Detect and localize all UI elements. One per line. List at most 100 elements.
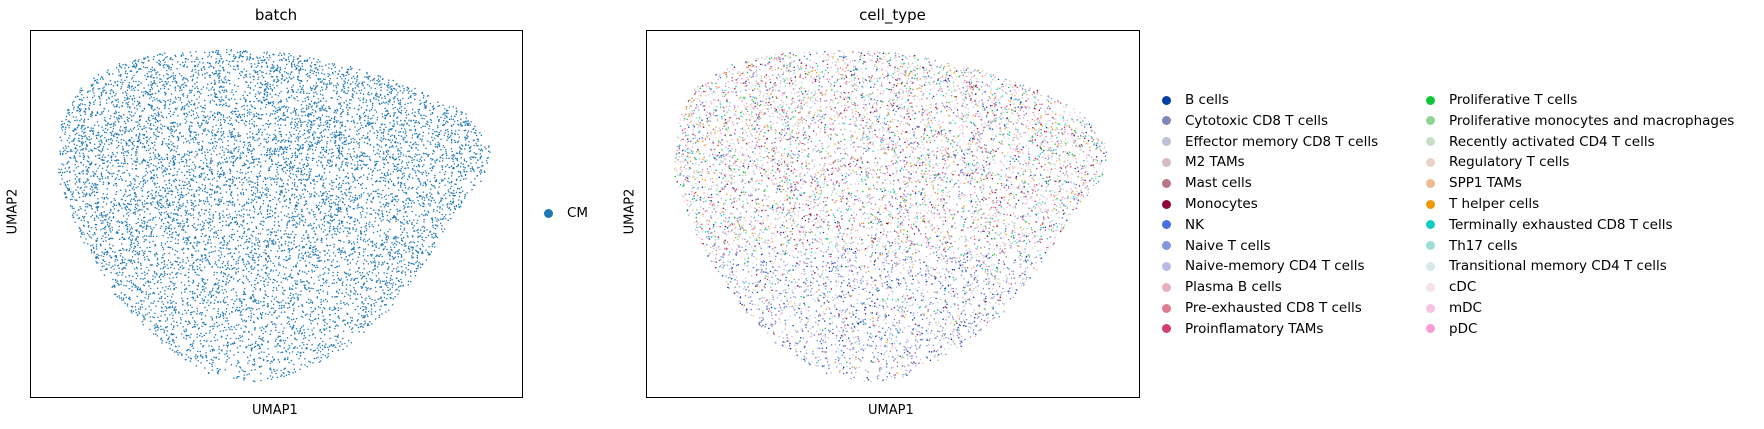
scatter-point bbox=[198, 213, 200, 215]
scatter-point bbox=[211, 266, 213, 268]
scatter-point bbox=[245, 235, 248, 237]
scatter-point bbox=[172, 204, 174, 206]
scatter-point bbox=[479, 173, 482, 175]
scatter-point bbox=[288, 60, 291, 63]
scatter-point bbox=[148, 241, 151, 243]
scatter-point bbox=[219, 137, 221, 140]
scatter-point bbox=[340, 302, 342, 305]
scatter-point bbox=[385, 159, 388, 161]
scatter-point bbox=[145, 126, 147, 129]
scatter-point bbox=[363, 303, 365, 305]
scatter-point bbox=[381, 97, 383, 99]
scatter-point bbox=[118, 106, 121, 108]
scatter-point bbox=[302, 84, 304, 87]
scatter-point bbox=[98, 254, 100, 256]
scatter-point bbox=[257, 248, 260, 250]
scatter-point bbox=[223, 171, 225, 174]
scatter-point bbox=[272, 53, 274, 55]
scatter-point bbox=[393, 242, 396, 245]
scatter-point bbox=[436, 220, 438, 223]
scatter-point bbox=[230, 325, 233, 328]
scatter-point bbox=[462, 178, 465, 180]
scatter-point bbox=[228, 129, 231, 132]
scatter-point bbox=[184, 320, 187, 322]
scatter-point bbox=[137, 302, 140, 304]
scatter-point bbox=[170, 141, 172, 143]
scatter-point bbox=[298, 179, 300, 181]
scatter-point bbox=[334, 266, 336, 269]
scatter-point bbox=[450, 115, 453, 118]
scatter-point bbox=[366, 240, 369, 242]
scatter-point bbox=[401, 160, 404, 162]
scatter-point bbox=[283, 372, 285, 375]
scatter-point bbox=[247, 260, 249, 262]
scatter-point bbox=[369, 297, 371, 299]
scatter-point bbox=[295, 176, 298, 178]
scatter-point bbox=[97, 124, 100, 127]
scatter-point bbox=[165, 334, 168, 336]
scatter-point bbox=[137, 244, 139, 246]
scatter-point bbox=[214, 250, 216, 252]
scatter-point bbox=[74, 119, 76, 122]
scatter-point bbox=[289, 123, 292, 126]
scatter-point bbox=[222, 132, 225, 135]
scatter-point bbox=[239, 52, 241, 54]
scatter-point bbox=[115, 204, 118, 207]
scatter-point bbox=[260, 317, 263, 320]
scatter-point bbox=[427, 172, 430, 175]
scatter-point bbox=[313, 136, 315, 138]
scatter-point bbox=[331, 62, 334, 65]
scatter-point bbox=[143, 240, 145, 243]
scatter-point bbox=[145, 293, 147, 295]
scatter-point bbox=[186, 241, 188, 244]
scatter-point bbox=[137, 210, 139, 212]
scatter-point bbox=[399, 90, 402, 92]
scatter-point bbox=[391, 134, 393, 136]
scatter-point bbox=[402, 270, 404, 272]
scatter-point bbox=[410, 241, 412, 243]
scatter-point bbox=[387, 267, 390, 270]
scatter-point bbox=[137, 135, 140, 137]
scatter-point bbox=[279, 101, 282, 103]
scatter-point bbox=[74, 159, 77, 161]
scatter-point bbox=[395, 243, 398, 246]
scatter-point bbox=[230, 122, 233, 125]
scatter-point bbox=[78, 226, 81, 229]
scatter-point bbox=[363, 230, 366, 233]
scatter-point bbox=[192, 179, 195, 182]
scatter-point bbox=[155, 252, 158, 254]
scatter-point bbox=[205, 282, 207, 284]
scatter-point bbox=[393, 101, 396, 103]
scatter-point bbox=[136, 235, 139, 238]
scatter-point bbox=[246, 133, 248, 135]
scatter-point bbox=[95, 215, 98, 217]
scatter-point bbox=[139, 214, 141, 216]
scatter-point bbox=[200, 342, 202, 345]
scatter-point bbox=[479, 156, 482, 159]
scatter-point bbox=[430, 163, 432, 165]
scatter-point bbox=[441, 197, 444, 200]
scatter-point bbox=[149, 90, 151, 93]
scatter-point bbox=[342, 330, 345, 332]
scatter-point bbox=[421, 250, 424, 253]
scatter-point bbox=[311, 333, 314, 336]
scatter-point bbox=[322, 299, 325, 302]
scatter-point bbox=[241, 235, 244, 238]
scatter-point bbox=[101, 197, 103, 199]
scatter-point bbox=[217, 282, 219, 284]
scatter-point bbox=[90, 175, 92, 177]
scatter-point bbox=[313, 180, 315, 182]
scatter-point bbox=[108, 225, 111, 227]
scatter-point bbox=[104, 233, 107, 235]
scatter-point bbox=[174, 310, 177, 312]
scatter-point bbox=[205, 162, 208, 165]
scatter-point bbox=[353, 155, 355, 157]
scatter-point bbox=[370, 207, 372, 210]
scatter-point bbox=[447, 133, 450, 136]
scatter-point bbox=[347, 339, 350, 342]
scatter-point bbox=[125, 208, 128, 211]
scatter-point bbox=[120, 142, 122, 144]
scatter-point bbox=[284, 172, 287, 174]
scatter-point bbox=[178, 73, 181, 75]
scatter-point bbox=[284, 146, 286, 148]
